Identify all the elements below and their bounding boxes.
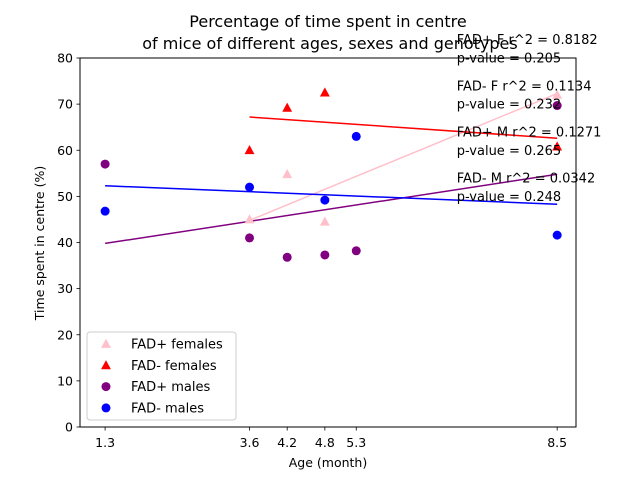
data-points <box>100 87 563 262</box>
point-fad-minus-females <box>244 145 255 155</box>
legend-label-fad-minus-males: FAD- males <box>131 401 204 416</box>
x-tick-label: 4.2 <box>277 435 297 450</box>
point-fad-minus-males <box>351 131 361 141</box>
point-fad-plus-females <box>244 214 255 224</box>
point-fad-plus-males <box>282 252 292 262</box>
fit-line-fad-minus-males <box>105 185 558 205</box>
chart-title-line-2: of mice of different ages, sexes and gen… <box>142 34 517 53</box>
point-fad-minus-males <box>245 182 255 192</box>
y-tick-label: 50 <box>57 189 73 204</box>
point-fad-minus-females <box>552 141 563 151</box>
y-tick-label: 30 <box>57 281 73 296</box>
legend-marker-fad-plus-females <box>101 338 111 348</box>
x-tick-label: 5.3 <box>346 435 366 450</box>
legend-label-fad-plus-males: FAD+ males <box>131 380 210 395</box>
point-fad-plus-males <box>552 101 562 111</box>
point-fad-minus-females <box>319 87 330 97</box>
chart-title-line-1: Percentage of time spent in centre <box>189 12 466 31</box>
y-tick-label: 10 <box>57 373 73 388</box>
stats-annotation: p-value = 0.265 <box>457 144 561 159</box>
legend-box <box>86 331 237 421</box>
y-tick-label: 60 <box>57 143 73 158</box>
y-axis-ticks: 0 10 20 30 40 50 60 70 80 <box>57 51 80 435</box>
x-axis-label: Age (month) <box>289 455 367 470</box>
point-fad-plus-females <box>552 89 563 99</box>
x-axis-ticks: 1.3 3.6 4.2 4.8 5.3 8.5 <box>95 427 567 450</box>
x-tick-label: 4.8 <box>315 435 335 450</box>
stats-annotation: FAD- M r^2 = 0.0342 <box>457 172 596 187</box>
point-fad-minus-males <box>100 206 110 216</box>
y-axis-label: Time spent in centre (%) <box>32 166 47 321</box>
point-fad-plus-males <box>245 233 255 243</box>
legend-label-fad-minus-females: FAD- females <box>131 359 217 374</box>
point-fad-plus-males <box>351 246 361 256</box>
point-fad-plus-males <box>320 250 330 260</box>
point-fad-minus-males <box>552 230 562 240</box>
stats-annotation: FAD+ F r^2 = 0.8182 <box>457 33 598 48</box>
point-fad-plus-males <box>100 159 110 169</box>
annotations: FAD+ F r^2 = 0.8182 p-value = 0.205 FAD- F… <box>457 33 602 205</box>
legend-marker-fad-minus-males <box>101 403 111 413</box>
stats-annotation: p-value = 0.205 <box>457 52 561 67</box>
y-tick-label: 0 <box>65 420 73 435</box>
y-tick-label: 40 <box>57 235 73 250</box>
point-fad-minus-females <box>282 102 293 112</box>
y-tick-label: 70 <box>57 97 73 112</box>
stats-annotation: FAD+ M r^2 = 0.1271 <box>457 125 602 140</box>
legend-marker-fad-plus-males <box>101 382 111 392</box>
legend-marker-fad-minus-females <box>101 360 111 370</box>
x-tick-label: 3.6 <box>240 435 260 450</box>
x-tick-label: 1.3 <box>95 435 115 450</box>
x-tick-label: 8.5 <box>547 435 567 450</box>
fit-lines <box>105 92 558 245</box>
stats-annotation: p-value = 0.248 <box>457 190 561 205</box>
fit-line-fad-plus-females <box>249 92 558 222</box>
fit-line-fad-plus-males <box>105 173 558 245</box>
fit-line-fad-minus-females <box>249 116 558 140</box>
stats-annotation: FAD- F r^2 = 0.1134 <box>457 79 592 94</box>
y-tick-label: 80 <box>57 51 73 66</box>
y-tick-label: 20 <box>57 327 73 342</box>
point-fad-plus-females <box>282 169 293 179</box>
point-fad-minus-males <box>320 195 330 205</box>
legend: FAD+ females FAD- females FAD+ males FAD- m… <box>86 331 237 421</box>
legend-label-fad-plus-females: FAD+ females <box>131 338 223 353</box>
stats-annotation: p-value = 0.232 <box>457 98 561 113</box>
point-fad-plus-females <box>319 216 330 226</box>
